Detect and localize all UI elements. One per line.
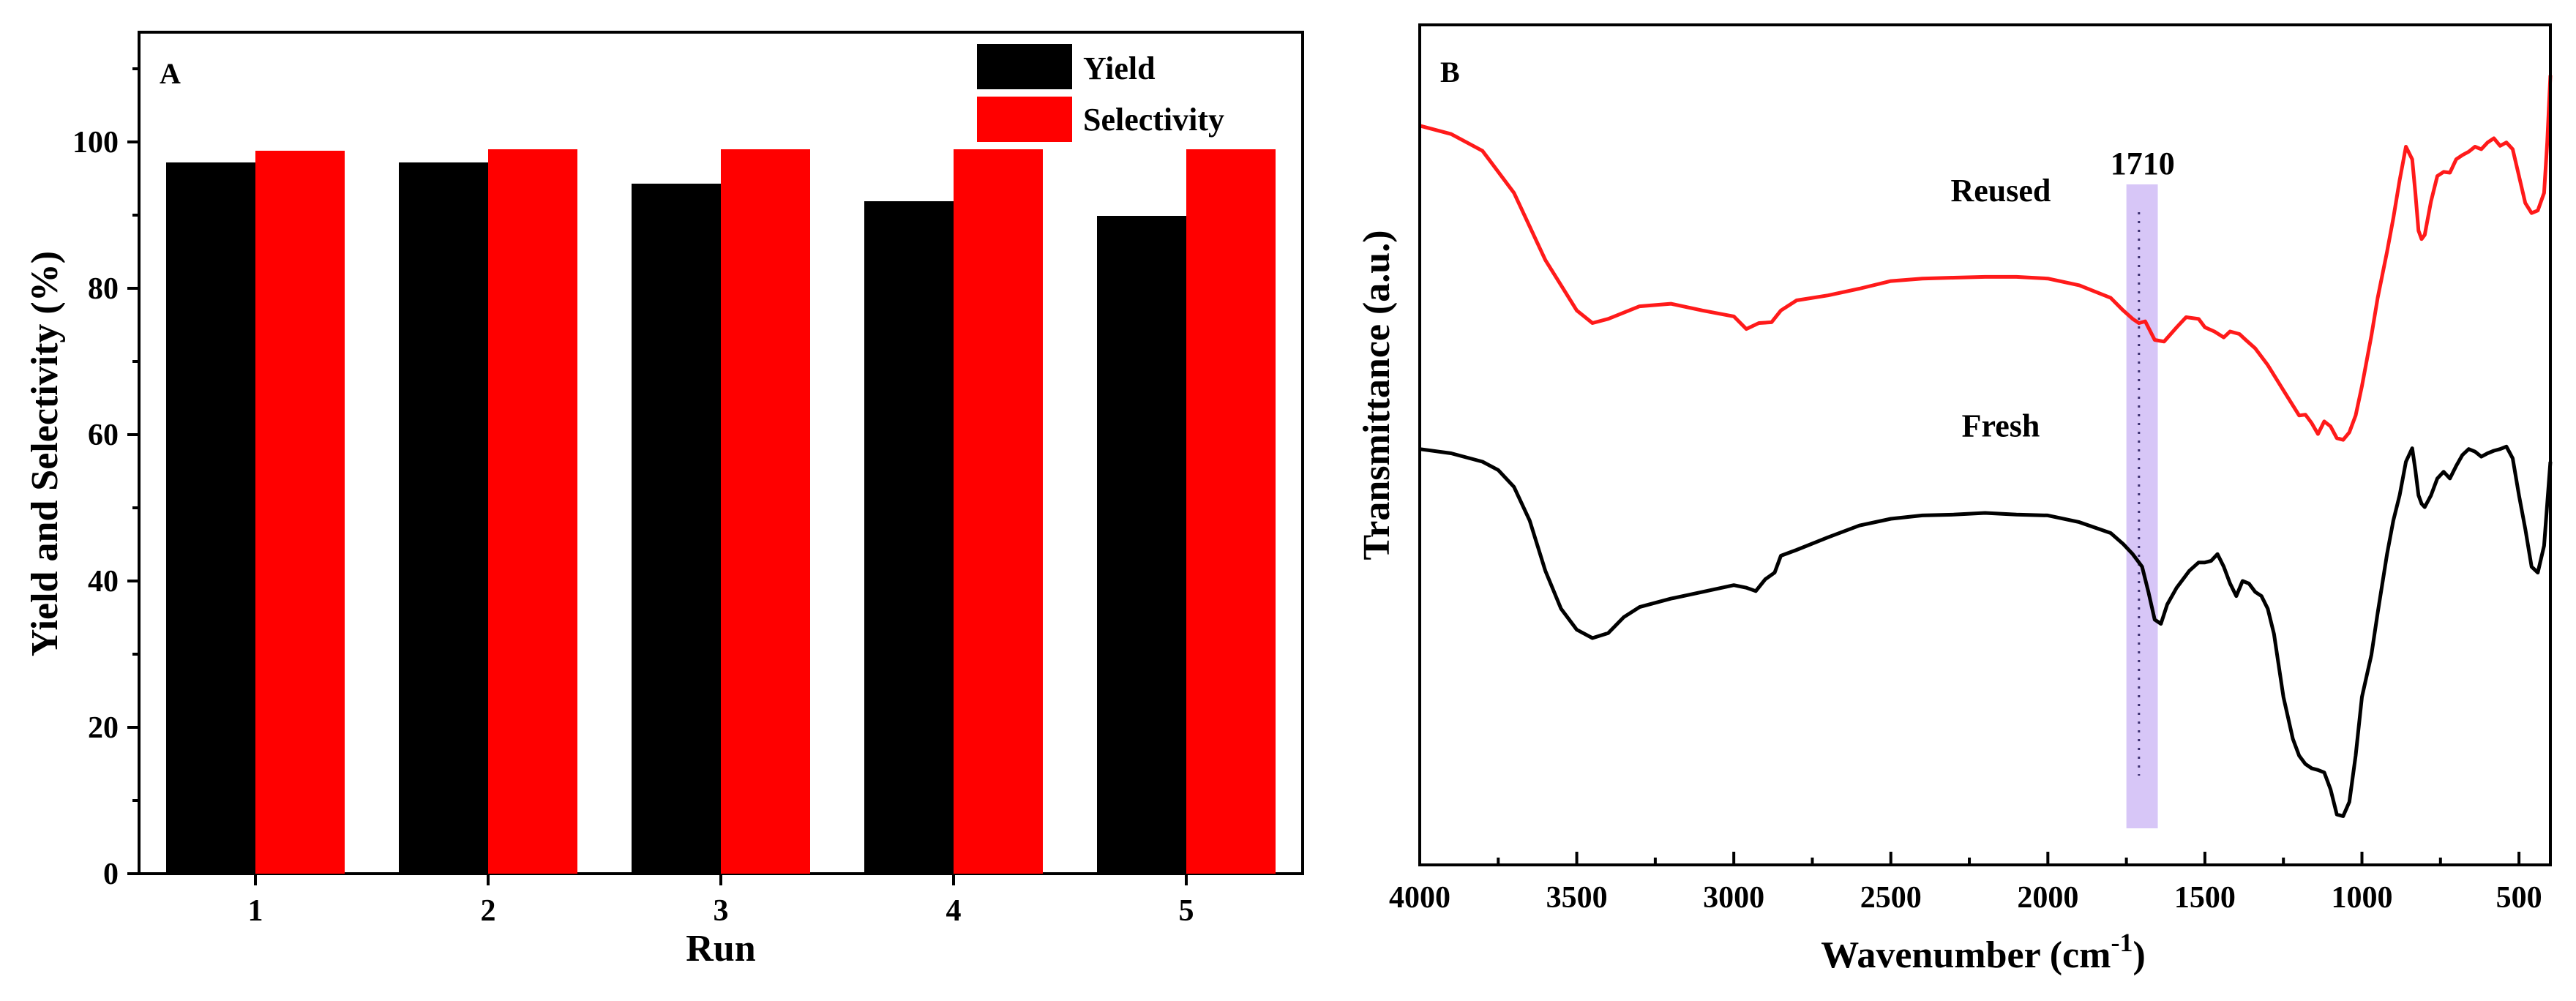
panel-a-legend: Yield Selectivity [977, 44, 1224, 142]
legend-label-yield: Yield [1083, 50, 1156, 86]
x-tick-label: 4 [946, 894, 962, 928]
bar-yield-run-4 [864, 201, 954, 874]
x-tick-label: 2000 [2017, 881, 2078, 915]
x-tick-label: 2500 [1860, 881, 1922, 915]
annotation-1710: 1710 [2111, 146, 2175, 181]
y-tick-label: 60 [88, 419, 119, 452]
x-axis-title-superscript: -1 [2111, 928, 2133, 957]
bar-yield-run-2 [399, 162, 488, 874]
y-tick-label: 80 [88, 272, 119, 306]
y-tick-label: 0 [103, 858, 119, 891]
spectrum-fresh [1419, 444, 2553, 818]
x-axis-title-main: Wavenumber (cm [1821, 934, 2111, 976]
bar-yield-run-1 [166, 162, 255, 874]
x-tick-label: 500 [2496, 881, 2542, 915]
spectrum-reused [1419, 75, 2553, 442]
bar-selectivity-run-3 [721, 149, 810, 874]
panel-b-line-chart: 4000 3500 3000 2500 2000 1500 1000 500 B 1710 R… [1356, 23, 2553, 976]
bar-yield-run-3 [632, 184, 721, 874]
panel-a-bar-chart: 1 2 3 4 5 0 20 40 60 80 100 A Yield Selectivity Ru… [24, 31, 1304, 970]
highlight-band-1710 [2126, 184, 2158, 828]
y-tick-label: 40 [88, 565, 119, 599]
x-tick-label: 4000 [1389, 881, 1450, 915]
bar-selectivity-run-2 [488, 149, 577, 874]
panel-b-x-axis-title: Wavenumber (cm-1) [1821, 928, 2146, 976]
series-label-reused: Reused [1951, 173, 2051, 209]
x-axis-title-close: ) [2133, 934, 2145, 976]
panel-a-bars [166, 149, 1276, 874]
legend-label-selectivity: Selectivity [1083, 102, 1224, 138]
y-tick-label: 20 [88, 711, 119, 745]
panel-b-axes: 4000 3500 3000 2500 2000 1500 1000 500 [1389, 852, 2542, 915]
panel-a-x-axis-title: Run [686, 928, 755, 970]
panel-a-y-axis-title: Yield and Selectivity (%) [24, 251, 66, 656]
bar-selectivity-run-5 [1186, 149, 1276, 874]
x-tick-label: 3500 [1546, 881, 1608, 915]
x-tick-label: 3 [714, 894, 729, 928]
panel-a-label: A [160, 57, 181, 90]
legend-swatch-selectivity [977, 97, 1072, 142]
bar-selectivity-run-4 [954, 149, 1043, 874]
legend-swatch-yield [977, 44, 1072, 89]
panel-b-label: B [1440, 56, 1460, 89]
x-tick-label: 1 [248, 894, 263, 928]
bar-yield-run-5 [1097, 216, 1186, 874]
panel-b-plot-frame [1418, 23, 2552, 866]
x-tick-label: 2 [481, 894, 496, 928]
x-tick-label: 3000 [1703, 881, 1764, 915]
x-tick-label: 1500 [2174, 881, 2236, 915]
x-tick-label: 1000 [2332, 881, 2393, 915]
panel-b-curves [1419, 75, 2553, 818]
panel-a-axes: 1 2 3 4 5 0 20 40 60 80 100 [72, 67, 1194, 928]
series-label-fresh: Fresh [1962, 408, 2040, 444]
panel-b-y-axis-title: Transmittance (a.u.) [1356, 230, 1398, 560]
bar-selectivity-run-1 [255, 151, 345, 874]
y-tick-label: 100 [72, 126, 119, 160]
x-tick-label: 5 [1179, 894, 1194, 928]
